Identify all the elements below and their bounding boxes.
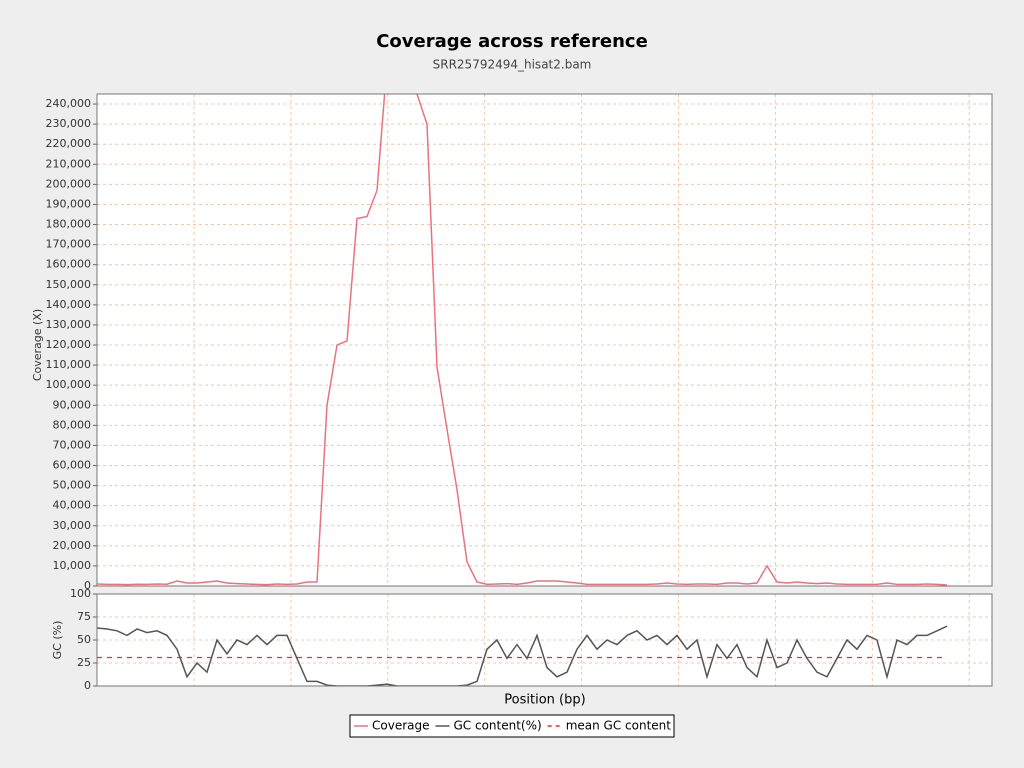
- chart-subtitle: SRR25792494_hisat2.bam: [433, 58, 592, 72]
- y-tick-label: 80,000: [53, 418, 92, 431]
- y-tick-label: 200,000: [46, 177, 92, 190]
- y-tick-label: 10,000: [53, 559, 92, 572]
- y-tick-label: 180,000: [46, 218, 92, 231]
- y-tick-label: 50,000: [53, 479, 92, 492]
- y-tick-label: 0: [84, 679, 91, 692]
- y-tick-label: 220,000: [46, 137, 92, 150]
- legend-label: GC content(%): [454, 719, 542, 733]
- y-tick-label: 210,000: [46, 157, 92, 170]
- y-tick-label: 190,000: [46, 197, 92, 210]
- y-tick-label: 230,000: [46, 117, 92, 130]
- y-tick-label: 40,000: [53, 499, 92, 512]
- legend-box: [349, 714, 675, 738]
- y-tick-label: 75: [77, 610, 91, 623]
- plot-border: [96, 593, 993, 687]
- y-axis-label: Coverage (X): [31, 309, 44, 381]
- y-tick-label: 120,000: [46, 338, 92, 351]
- y-tick-label: 110,000: [46, 358, 92, 371]
- y-tick-label: 70,000: [53, 438, 92, 451]
- y-tick-label: 140,000: [46, 298, 92, 311]
- y-tick-label: 100,000: [46, 378, 92, 391]
- y-tick-label: 100: [70, 587, 91, 600]
- y-tick-label: 170,000: [46, 238, 92, 251]
- data-line: [97, 94, 948, 586]
- y-tick-label: 160,000: [46, 258, 92, 271]
- y-tick-label: 0: [84, 579, 91, 592]
- legend-label: mean GC content: [566, 719, 672, 733]
- y-tick-label: 60,000: [53, 459, 92, 472]
- plot-area: [97, 94, 992, 586]
- y-axis-label: GC (%): [51, 621, 64, 660]
- y-tick-label: 30,000: [53, 519, 92, 532]
- x-axis-label: Position (bp): [504, 693, 585, 708]
- y-tick-label: 90,000: [53, 398, 92, 411]
- y-tick-label: 50: [77, 633, 91, 646]
- legend-label: Coverage: [372, 719, 430, 733]
- legend: Coverage GC content(%) mean GC content: [349, 714, 675, 738]
- data-line: [97, 625, 948, 686]
- chart-title: Coverage across reference: [376, 31, 648, 52]
- y-tick-label: 130,000: [46, 318, 92, 331]
- y-tick-label: 25: [77, 656, 91, 669]
- plot-border: [96, 93, 993, 587]
- y-tick-label: 20,000: [53, 539, 92, 552]
- y-tick-label: 240,000: [46, 97, 92, 110]
- y-tick-label: 150,000: [46, 278, 92, 291]
